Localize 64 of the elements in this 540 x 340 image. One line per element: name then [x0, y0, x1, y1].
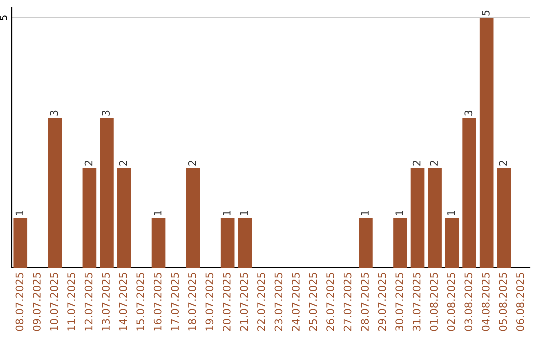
- x-tick-label: 30.07.2025: [396, 273, 404, 332]
- x-tick-label: 19.07.2025: [206, 273, 214, 331]
- bar: [394, 218, 408, 268]
- bar: [410, 168, 425, 268]
- bar: [82, 168, 97, 268]
- bar: [220, 218, 235, 268]
- bar: [100, 118, 114, 268]
- x-tick-label: 17.07.2025: [171, 273, 180, 331]
- x-tick-label: 21.07.2025: [240, 273, 248, 332]
- data-label: 2: [412, 161, 421, 166]
- x-tick-label: 02.08.2025: [447, 273, 456, 332]
- bar: [238, 218, 252, 268]
- bar: [14, 218, 28, 268]
- x-tick-label: 03.08.2025: [464, 273, 473, 332]
- x-tick-label: 13.07.2025: [102, 273, 110, 331]
- x-tick-label: 10.07.2025: [50, 273, 58, 331]
- x-tick-label: 26.07.2025: [326, 273, 334, 332]
- data-label: 2: [84, 161, 93, 166]
- x-tick-label: 24.07.2025: [292, 273, 300, 332]
- bar: [117, 168, 132, 268]
- x-tick-label: 08.07.2025: [16, 273, 24, 332]
- data-label: 1: [361, 210, 369, 216]
- x-tick-label: 18.07.2025: [188, 273, 196, 331]
- x-tick-label: 25.07.2025: [309, 273, 318, 332]
- data-label: 2: [499, 161, 507, 166]
- data-label: 3: [50, 110, 58, 116]
- bar: [48, 118, 62, 268]
- x-tick-label: 20.07.2025: [222, 273, 231, 332]
- x-tick-label: 16.07.2025: [154, 273, 162, 331]
- bar: [445, 218, 460, 268]
- x-tick-label: 28.07.2025: [361, 273, 369, 332]
- x-tick-label: 04.08.2025: [482, 273, 490, 332]
- x-tick-label: 06.08.2025: [516, 273, 524, 332]
- data-label: 2: [188, 161, 196, 166]
- x-tick-label: 29.07.2025: [378, 273, 386, 332]
- bar: [480, 18, 494, 268]
- bar: [462, 118, 476, 268]
- data-label: 2: [430, 161, 438, 166]
- x-tick-label: 12.07.2025: [84, 273, 93, 331]
- bar: [428, 168, 442, 268]
- data-label: 1: [448, 210, 456, 216]
- bar: [497, 168, 512, 268]
- x-tick-label: 23.07.2025: [274, 273, 283, 332]
- bar: [152, 218, 166, 268]
- x-tick-label: 14.07.2025: [119, 273, 128, 331]
- x-tick-label: 15.07.2025: [136, 273, 145, 331]
- x-tick-label: 11.07.2025: [68, 273, 76, 331]
- data-label: 1: [16, 210, 24, 216]
- data-label: 1: [154, 210, 162, 216]
- x-tick-label: 22.07.2025: [258, 273, 266, 332]
- x-tick-label: 09.07.2025: [33, 273, 41, 332]
- data-label: 2: [119, 161, 128, 166]
- bar: [186, 168, 200, 268]
- data-label: 5: [482, 10, 490, 16]
- data-label: 3: [102, 110, 110, 116]
- data-label: 1: [223, 210, 231, 216]
- x-tick-label: 27.07.2025: [344, 273, 352, 332]
- x-tick-label: 05.08.2025: [499, 273, 508, 332]
- data-label: 1: [396, 210, 404, 216]
- x-tick-label: 01.08.2025: [430, 273, 438, 332]
- bar: [359, 218, 373, 268]
- data-label: 1: [240, 210, 248, 216]
- data-label: 3: [464, 110, 473, 116]
- x-tick-label: 31.07.2025: [412, 273, 421, 332]
